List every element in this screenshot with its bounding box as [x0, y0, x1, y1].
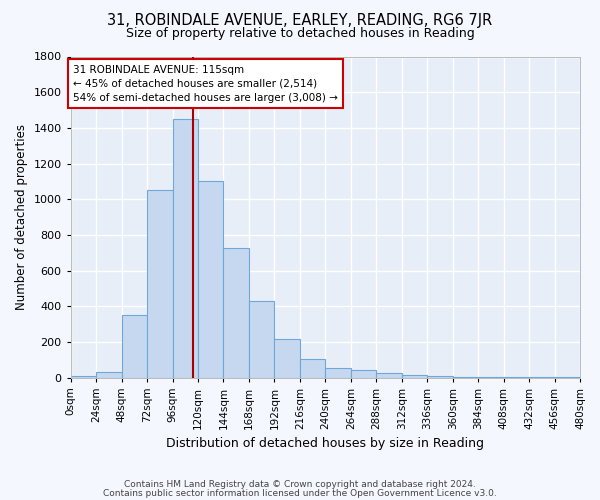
Text: 31, ROBINDALE AVENUE, EARLEY, READING, RG6 7JR: 31, ROBINDALE AVENUE, EARLEY, READING, R… — [107, 12, 493, 28]
Bar — [376, 373, 402, 378]
Bar — [223, 248, 249, 378]
Bar — [96, 372, 122, 378]
Text: 31 ROBINDALE AVENUE: 115sqm
← 45% of detached houses are smaller (2,514)
54% of : 31 ROBINDALE AVENUE: 115sqm ← 45% of det… — [73, 64, 338, 102]
Bar — [351, 370, 376, 378]
Bar — [427, 376, 452, 378]
Bar — [274, 339, 300, 378]
Bar — [249, 301, 274, 378]
Bar — [402, 375, 427, 378]
Text: Contains HM Land Registry data © Crown copyright and database right 2024.: Contains HM Land Registry data © Crown c… — [124, 480, 476, 489]
Text: Contains public sector information licensed under the Open Government Licence v3: Contains public sector information licen… — [103, 488, 497, 498]
Y-axis label: Number of detached properties: Number of detached properties — [15, 124, 28, 310]
Bar — [71, 376, 96, 378]
Bar — [173, 119, 198, 378]
Bar — [325, 368, 351, 378]
Bar — [147, 190, 173, 378]
Bar — [452, 376, 478, 378]
X-axis label: Distribution of detached houses by size in Reading: Distribution of detached houses by size … — [166, 437, 484, 450]
Bar — [478, 377, 503, 378]
Bar — [198, 182, 223, 378]
Bar — [122, 315, 147, 378]
Text: Size of property relative to detached houses in Reading: Size of property relative to detached ho… — [125, 28, 475, 40]
Bar — [300, 359, 325, 378]
